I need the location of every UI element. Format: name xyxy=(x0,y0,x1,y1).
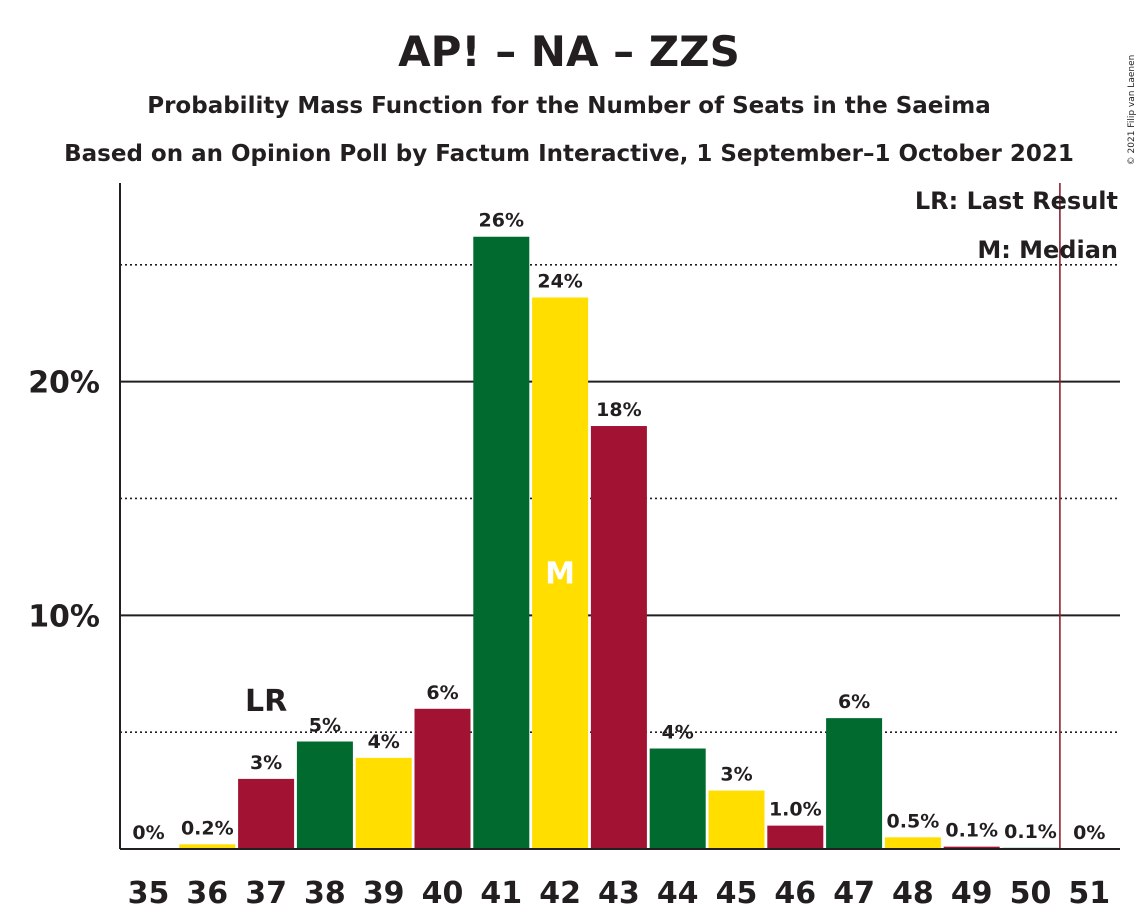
bar-seat-36 xyxy=(179,844,236,849)
chart-subtitle-poll: Based on an Opinion Poll by Factum Inter… xyxy=(64,141,1074,167)
data-label-seat-50: 0.1% xyxy=(1004,821,1057,843)
bar-seat-45 xyxy=(708,790,765,849)
data-label-seat-47: 6% xyxy=(838,691,870,713)
median-marker: M xyxy=(545,556,575,591)
bar-seat-37 xyxy=(238,778,295,849)
data-label-seat-48: 0.5% xyxy=(887,810,940,832)
x-tick-label-43: 43 xyxy=(598,876,640,911)
data-label-seat-42: 24% xyxy=(537,271,582,293)
bar-seat-38 xyxy=(296,741,353,849)
chart-subtitle: Probability Mass Function for the Number… xyxy=(147,93,991,119)
markers: LR M xyxy=(245,183,1061,849)
last-result-marker: LR xyxy=(245,684,287,719)
y-axis-ticks: 10% 20% xyxy=(28,366,100,635)
data-label-seat-38: 5% xyxy=(309,715,341,737)
x-tick-label-36: 36 xyxy=(186,876,228,911)
bar-seat-48 xyxy=(884,837,941,849)
data-label-seat-37: 3% xyxy=(250,752,282,774)
x-tick-label-48: 48 xyxy=(892,876,934,911)
data-label-seat-40: 6% xyxy=(426,682,458,704)
bar-seat-44 xyxy=(649,748,706,849)
x-tick-label-42: 42 xyxy=(539,876,581,911)
bars xyxy=(179,236,1059,849)
x-axis-ticks: 35 36 37 38 39 40 41 42 43 44 45 46 47 48 49 50 51 xyxy=(128,876,1111,911)
bar-seat-47 xyxy=(826,718,883,849)
data-label-seat-36: 0.2% xyxy=(181,817,234,839)
x-tick-label-46: 46 xyxy=(774,876,816,911)
data-label-seat-44: 4% xyxy=(662,722,694,744)
copyright-note: © 2021 Filip van Laenen xyxy=(1127,55,1137,166)
x-tick-label-50: 50 xyxy=(1010,876,1052,911)
data-label-seat-35: 0% xyxy=(132,822,164,844)
data-label-seat-43: 18% xyxy=(596,399,641,421)
bar-seat-43 xyxy=(590,426,647,849)
bar-seat-39 xyxy=(355,757,412,849)
data-label-seat-39: 4% xyxy=(368,731,400,753)
x-tick-label-38: 38 xyxy=(304,876,346,911)
bar-seat-42 xyxy=(532,297,589,849)
x-tick-label-40: 40 xyxy=(422,876,464,911)
x-tick-label-39: 39 xyxy=(363,876,405,911)
x-tick-label-41: 41 xyxy=(480,876,522,911)
legend-median: M: Median xyxy=(977,236,1118,264)
data-labels: 0% 0.2%3%5%4%6%26%24%18%4%3%1.0%6%0.5% 0.1… xyxy=(132,210,1105,844)
x-tick-label-35: 35 xyxy=(128,876,170,911)
x-tick-label-44: 44 xyxy=(657,876,699,911)
y-tick-label: 20% xyxy=(28,366,100,401)
data-label-seat-41: 26% xyxy=(479,210,524,232)
bar-seat-46 xyxy=(767,825,824,849)
x-tick-label-51: 51 xyxy=(1068,876,1110,911)
bar-seat-49 xyxy=(943,846,1000,849)
data-label-seat-49: 0.1% xyxy=(945,820,998,842)
x-tick-label-47: 47 xyxy=(833,876,875,911)
y-tick-label: 10% xyxy=(28,599,100,634)
data-label-seat-45: 3% xyxy=(720,764,752,786)
x-tick-label-37: 37 xyxy=(245,876,287,911)
legend-last-result: LR: Last Result xyxy=(915,187,1118,215)
x-tick-label-45: 45 xyxy=(716,876,758,911)
chart-title: AP! – NA – ZZS xyxy=(398,27,740,76)
bar-seat-41 xyxy=(473,236,530,849)
data-label-seat-51: 0% xyxy=(1073,822,1105,844)
data-label-seat-46: 1.0% xyxy=(769,799,822,821)
bar-seat-40 xyxy=(414,708,471,849)
x-tick-label-49: 49 xyxy=(951,876,993,911)
